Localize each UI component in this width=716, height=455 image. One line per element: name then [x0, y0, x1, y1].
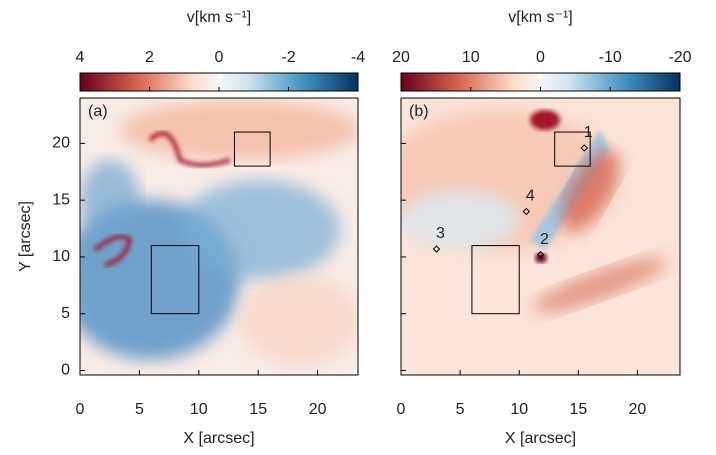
point-marker [432, 245, 441, 253]
x-tick-label: 20 [309, 401, 327, 418]
x-tick-label: 15 [249, 401, 267, 418]
y-axis-title: Y [arcsec] [17, 201, 34, 272]
colorbar-tick-label: -20 [668, 49, 691, 66]
y-tick-label: 5 [61, 305, 70, 322]
y-tick-label: 20 [52, 135, 70, 152]
colorbar-tick-label: -4 [351, 49, 365, 66]
x-axis-title: X [arcsec] [505, 430, 576, 447]
x-tick-label: 0 [397, 401, 406, 418]
point-marker [580, 144, 588, 152]
map-feature [120, 100, 358, 160]
panel-label: (b) [409, 103, 429, 120]
map-feature [240, 275, 358, 365]
region-box [554, 131, 591, 167]
y-tick-label: 10 [52, 248, 70, 265]
point-marker [536, 250, 545, 259]
region-box [471, 245, 520, 315]
colorbar-tick-label: -2 [281, 49, 295, 66]
map-feature [93, 234, 133, 267]
colorbar-tick-label: 0 [215, 49, 224, 66]
map-feature [401, 190, 520, 250]
colorbar-title: v[km s⁻¹] [508, 9, 572, 26]
map-feature [534, 257, 666, 313]
x-tick-label: 10 [190, 401, 208, 418]
colorbar-tick-label: 20 [392, 49, 410, 66]
point-label: 1 [584, 124, 593, 141]
panel-label: (a) [88, 103, 108, 120]
map-feature [148, 131, 231, 167]
map-feature [535, 253, 547, 263]
point-label: 2 [540, 231, 549, 248]
axes-frame [400, 97, 681, 376]
velocity-map [80, 98, 358, 375]
map-feature [530, 110, 560, 130]
y-tick-label: 0 [61, 362, 70, 379]
map-feature [180, 180, 340, 280]
axes-frame [79, 97, 359, 376]
x-tick-label: 5 [456, 401, 465, 418]
x-tick-label: 15 [569, 401, 587, 418]
region-box [150, 245, 200, 315]
x-tick-label: 10 [510, 401, 528, 418]
point-label: 4 [526, 188, 535, 205]
velocity-map [401, 98, 680, 375]
point-marker [522, 207, 531, 216]
x-axis-title: X [arcsec] [183, 430, 254, 447]
colorbar-tick-label: 10 [462, 49, 480, 66]
map-feature [561, 149, 619, 231]
colorbar-tick-label: 0 [536, 49, 545, 66]
x-tick-label: 20 [629, 401, 647, 418]
map-feature [80, 160, 140, 240]
point-label: 3 [436, 225, 445, 242]
region-box [233, 131, 271, 167]
colorbar-tick-label: 2 [145, 49, 154, 66]
x-tick-label: 0 [76, 401, 85, 418]
colorbar-tick-label: 4 [76, 49, 85, 66]
colorbar-tick-label: -10 [599, 49, 622, 66]
y-tick-label: 15 [52, 191, 70, 208]
x-tick-label: 5 [135, 401, 144, 418]
colorbar-title: v[km s⁻¹] [187, 9, 251, 26]
